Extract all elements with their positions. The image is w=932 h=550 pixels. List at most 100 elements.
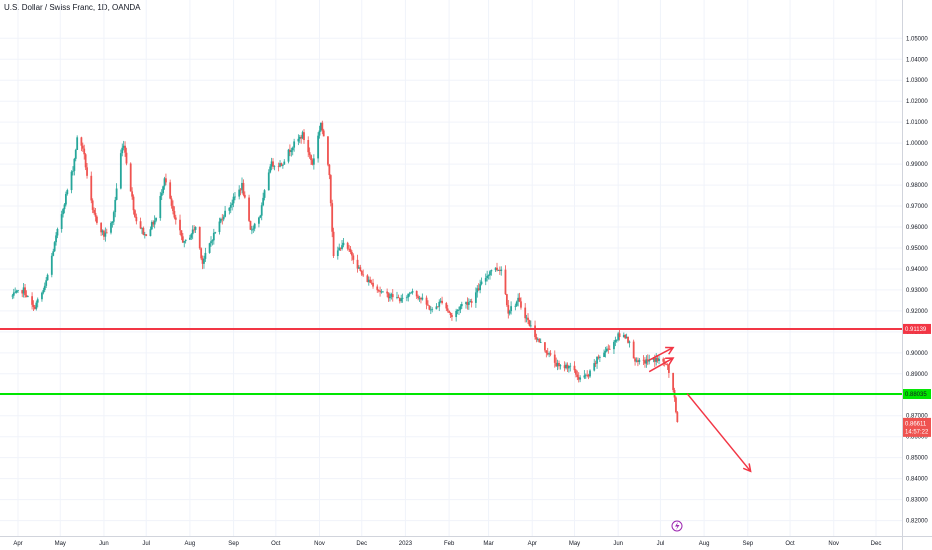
candle-body — [208, 243, 211, 253]
x-tick-label: Aug — [699, 541, 710, 547]
last-price-label: 0.86611 — [905, 421, 927, 427]
candle-body — [181, 236, 184, 243]
candle-body — [35, 302, 38, 309]
candle-body — [500, 269, 503, 271]
candle-body — [62, 209, 64, 215]
candle-body — [487, 275, 490, 277]
candle-body — [211, 240, 214, 242]
arrow-head — [742, 463, 752, 473]
candle-body — [84, 154, 87, 168]
candle-body — [586, 374, 589, 376]
candle-body — [228, 207, 231, 211]
candle-body — [17, 290, 19, 291]
candle-body — [465, 302, 467, 304]
candle-body — [290, 150, 293, 153]
candle-body — [188, 237, 191, 240]
candle-body — [646, 359, 649, 362]
candle-body — [514, 305, 517, 307]
candle-body — [279, 163, 281, 167]
candles — [11, 120, 679, 423]
candle-body — [390, 294, 393, 297]
candle-body — [243, 194, 246, 198]
candle-body — [458, 309, 460, 311]
candle-body — [558, 362, 560, 367]
candle-body — [346, 242, 349, 249]
candle-body — [428, 305, 431, 310]
candle-body — [72, 170, 74, 172]
candle-body — [584, 374, 587, 376]
candle-body — [172, 205, 174, 212]
candle-body — [421, 297, 424, 300]
channel-arrow[interactable] — [648, 346, 675, 361]
candle-body — [238, 189, 241, 197]
candle-body — [338, 247, 341, 251]
candle-body — [498, 270, 501, 271]
candle-body — [332, 231, 335, 257]
candle-body — [632, 341, 635, 359]
lightning-icon[interactable] — [671, 520, 683, 532]
candle-body — [317, 135, 319, 159]
candle-body — [635, 360, 638, 362]
candle-body — [342, 242, 345, 246]
candle-body — [229, 205, 232, 208]
candle-body — [618, 333, 621, 337]
candle-body — [165, 178, 167, 183]
arrow-shaft — [686, 393, 752, 472]
candle-body — [153, 220, 156, 225]
candle-body — [617, 333, 620, 340]
candle-body — [377, 290, 380, 291]
candle-body — [380, 291, 383, 293]
candle-body — [336, 250, 339, 257]
candle-body — [272, 161, 274, 167]
candle-body — [544, 342, 546, 351]
lightning-icon-bolt — [675, 522, 680, 530]
candle-body — [25, 295, 28, 298]
candle-body — [203, 258, 205, 264]
candle-body — [218, 221, 221, 233]
candle-body — [427, 304, 429, 306]
candle-body — [656, 357, 659, 361]
candle-body — [281, 164, 284, 166]
candle-body — [494, 267, 497, 271]
x-tick-label: Mar — [483, 541, 493, 547]
candle-body — [52, 251, 55, 256]
candle-body — [507, 305, 510, 314]
x-tick-label: Sep — [228, 541, 239, 547]
candle-body — [448, 310, 451, 313]
candle-body — [496, 267, 498, 271]
candle-body — [525, 317, 528, 319]
candle-body — [672, 372, 675, 391]
candle-body — [249, 220, 252, 230]
projection-arrow[interactable] — [686, 393, 752, 473]
candle-body — [162, 186, 165, 194]
candle-body — [41, 292, 43, 300]
candle-body — [467, 302, 470, 305]
candle-body — [666, 364, 669, 366]
candle-body — [349, 248, 352, 253]
y-tick-label: 1.01000 — [906, 120, 928, 126]
candle-body — [22, 287, 25, 294]
candle-body — [441, 300, 443, 304]
candle-body — [24, 287, 26, 296]
x-tick-label: Jul — [142, 541, 150, 547]
candle-body — [376, 286, 379, 291]
x-tick-label: Dec — [871, 541, 882, 547]
candle-body — [308, 152, 311, 156]
candle-body — [212, 232, 215, 241]
candle-body — [90, 175, 93, 201]
candle-body — [352, 255, 355, 260]
candle-body — [577, 377, 580, 380]
candle-body — [289, 149, 291, 153]
candle-body — [360, 270, 363, 275]
candle-body — [455, 310, 458, 318]
candle-body — [329, 175, 332, 204]
candle-body — [429, 309, 432, 311]
candle-body — [273, 165, 276, 167]
channel-arrow[interactable] — [648, 357, 675, 373]
candle-body — [576, 374, 579, 378]
candle-body — [436, 306, 439, 308]
candle-body — [575, 370, 577, 375]
candle-body — [341, 245, 343, 249]
candle-body — [606, 348, 608, 352]
